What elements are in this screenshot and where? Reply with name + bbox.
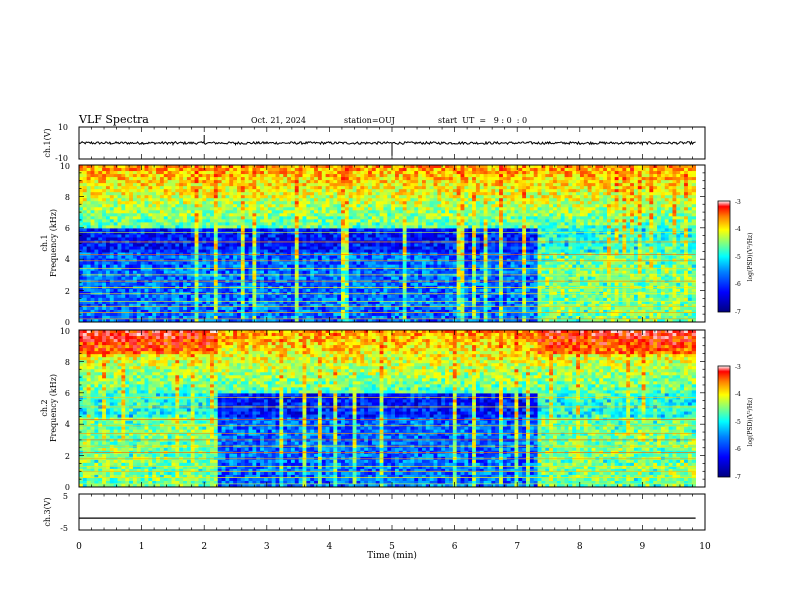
ch1-y-tick: 2 bbox=[65, 287, 70, 296]
ch3-waveform-panel: 5 -5 ch.3(V) bbox=[43, 492, 706, 533]
ch2-colorbar-tick: -6 bbox=[735, 446, 741, 453]
ch1-waveform-tick-bottom: -10 bbox=[55, 154, 68, 163]
ch1-colorbar-tick: -5 bbox=[735, 254, 741, 261]
ch1-y-tick: 4 bbox=[65, 255, 70, 264]
ch3-waveform-tick-bottom: -5 bbox=[60, 524, 68, 533]
ch3-waveform-ylabel: ch.3(V) bbox=[43, 497, 52, 526]
ch2-spectrogram-panel: ch.2 Frequency (kHz) 0 2 4 6 8 10 -3 -4 … bbox=[40, 327, 754, 492]
ch1-y-tick: 10 bbox=[60, 162, 70, 171]
ch2-y-tick: 8 bbox=[65, 358, 70, 367]
ch1-spectrogram-image bbox=[79, 165, 705, 323]
ch1-y-tick: 6 bbox=[65, 224, 70, 233]
x-tick-label: 2 bbox=[201, 542, 207, 552]
x-tick-label: 0 bbox=[76, 542, 82, 552]
x-tick-label: 5 bbox=[389, 542, 395, 552]
ch2-y-tick: 2 bbox=[65, 452, 70, 461]
x-tick-label: 8 bbox=[577, 542, 583, 552]
ch1-waveform-tick-top: 10 bbox=[58, 123, 68, 132]
ch1-spectrogram-panel: ch.1 Frequency (kHz) 0 2 4 6 8 10 -3 -4 … bbox=[40, 162, 754, 327]
ch2-colorbar-gradient bbox=[717, 365, 731, 478]
ch2-y-ticks: 0 2 4 6 8 10 bbox=[60, 327, 70, 492]
ch1-colorbar-label: log(PSD)(V²/Hz) bbox=[747, 233, 754, 282]
ch1-y-tick: 8 bbox=[65, 193, 70, 202]
x-axis-tick-labels: 0 1 2 3 4 5 6 7 8 9 10 bbox=[76, 542, 711, 552]
ch1-waveform-spikes bbox=[91, 135, 675, 156]
ch1-waveform-ylabel: ch.1(V) bbox=[43, 128, 52, 157]
ch2-colorbar-tick: -3 bbox=[735, 364, 741, 371]
ch1-colorbar-gradient bbox=[717, 200, 731, 313]
station-label: station=OUJ bbox=[344, 116, 395, 125]
x-tick-label: 9 bbox=[640, 542, 646, 552]
x-tick-label: 3 bbox=[264, 542, 270, 552]
ch2-y-tick: 10 bbox=[60, 327, 70, 336]
ch2-ylabel-frequency: Frequency (kHz) bbox=[49, 374, 58, 442]
ch3-waveform-tick-top: 5 bbox=[63, 492, 68, 501]
ch1-ylabel-channel: ch.1 bbox=[40, 234, 49, 251]
figure-title: VLF Spectra bbox=[78, 113, 149, 126]
ch2-y-tick: 6 bbox=[65, 389, 70, 398]
x-tick-label: 1 bbox=[139, 542, 145, 552]
ch2-colorbar-tick: -5 bbox=[735, 419, 741, 426]
ch1-waveform-panel: 10 -10 ch.1(V) bbox=[43, 123, 706, 163]
ch1-colorbar-tick: -3 bbox=[735, 199, 741, 206]
x-axis-label: Time (min) bbox=[367, 550, 417, 561]
x-axis-ticks bbox=[78, 127, 706, 530]
ch1-colorbar-tick: -6 bbox=[735, 281, 741, 288]
ch1-colorbar: -3 -4 -5 -6 -7 log(PSD)(V²/Hz) bbox=[717, 199, 754, 316]
ch1-y-tick: 0 bbox=[65, 318, 70, 327]
ch2-colorbar-tick: -7 bbox=[735, 474, 741, 481]
ch2-colorbar-tick: -4 bbox=[735, 391, 741, 398]
ch1-colorbar-tick: -7 bbox=[735, 309, 741, 316]
ch1-y-ticks: 0 2 4 6 8 10 bbox=[60, 162, 70, 327]
start-time-label: start UT = 9 : 0 : 0 bbox=[438, 116, 527, 125]
x-tick-label: 6 bbox=[452, 542, 458, 552]
ch3-waveform-frame bbox=[78, 493, 706, 531]
ch1-colorbar-tick: -4 bbox=[735, 226, 741, 233]
ch1-waveform-line bbox=[78, 140, 696, 146]
ch2-colorbar: -3 -4 -5 -6 -7 log(PSD)(V²/Hz) bbox=[717, 364, 754, 481]
ch2-y-tick: 0 bbox=[65, 483, 70, 492]
ch1-ylabel-frequency: Frequency (kHz) bbox=[49, 209, 58, 277]
date-label: Oct. 21, 2024 bbox=[251, 116, 306, 125]
x-tick-label: 10 bbox=[699, 542, 711, 552]
x-tick-label: 7 bbox=[514, 542, 520, 552]
ch2-y-tick: 4 bbox=[65, 420, 70, 429]
ch2-spectrogram-image bbox=[79, 330, 705, 488]
x-tick-label: 4 bbox=[327, 542, 333, 552]
ch2-ylabel-channel: ch.2 bbox=[40, 399, 49, 416]
ch2-colorbar-label: log(PSD)(V²/Hz) bbox=[747, 398, 754, 447]
